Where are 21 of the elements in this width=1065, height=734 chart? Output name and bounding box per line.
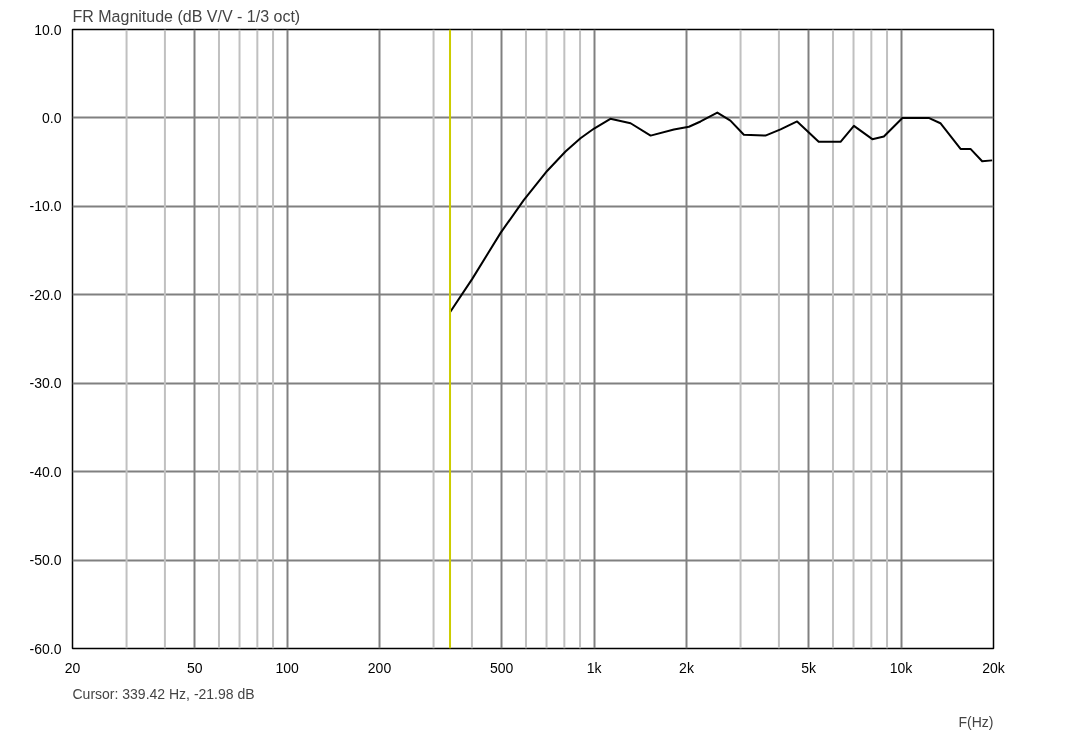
y-tick-label: -50.0 <box>29 552 62 569</box>
x-tick-label: 20 <box>64 659 81 676</box>
y-tick-label: -10.0 <box>29 198 62 215</box>
y-tick-label: -30.0 <box>29 375 62 392</box>
x-tick-label: 1k <box>586 659 603 676</box>
y-tick-label: 10.0 <box>34 21 62 38</box>
x-tick-label: 500 <box>489 659 514 676</box>
x-tick-label: 2k <box>679 659 695 676</box>
x-tick-label: 20k <box>982 659 1006 676</box>
y-tick-label: -40.0 <box>29 463 62 480</box>
chart-title: FR Magnitude (dB V/V - 1/3 oct) <box>72 7 301 25</box>
x-tick-label: 200 <box>367 659 392 676</box>
x-axis-title: F(Hz) <box>958 713 994 730</box>
x-tick-label: 5k <box>801 659 818 676</box>
text: Cursor: 339.42 Hz, -21.98 dB <box>72 685 255 702</box>
y-tick-label: -20.0 <box>29 286 62 303</box>
x-tick-label: 50 <box>186 659 203 676</box>
x-tick-label: 100 <box>275 659 299 676</box>
y-tick-label: -60.0 <box>29 640 62 657</box>
x-tick-label: 10k <box>889 659 914 676</box>
y-tick-label: 0.0 <box>42 109 62 126</box>
